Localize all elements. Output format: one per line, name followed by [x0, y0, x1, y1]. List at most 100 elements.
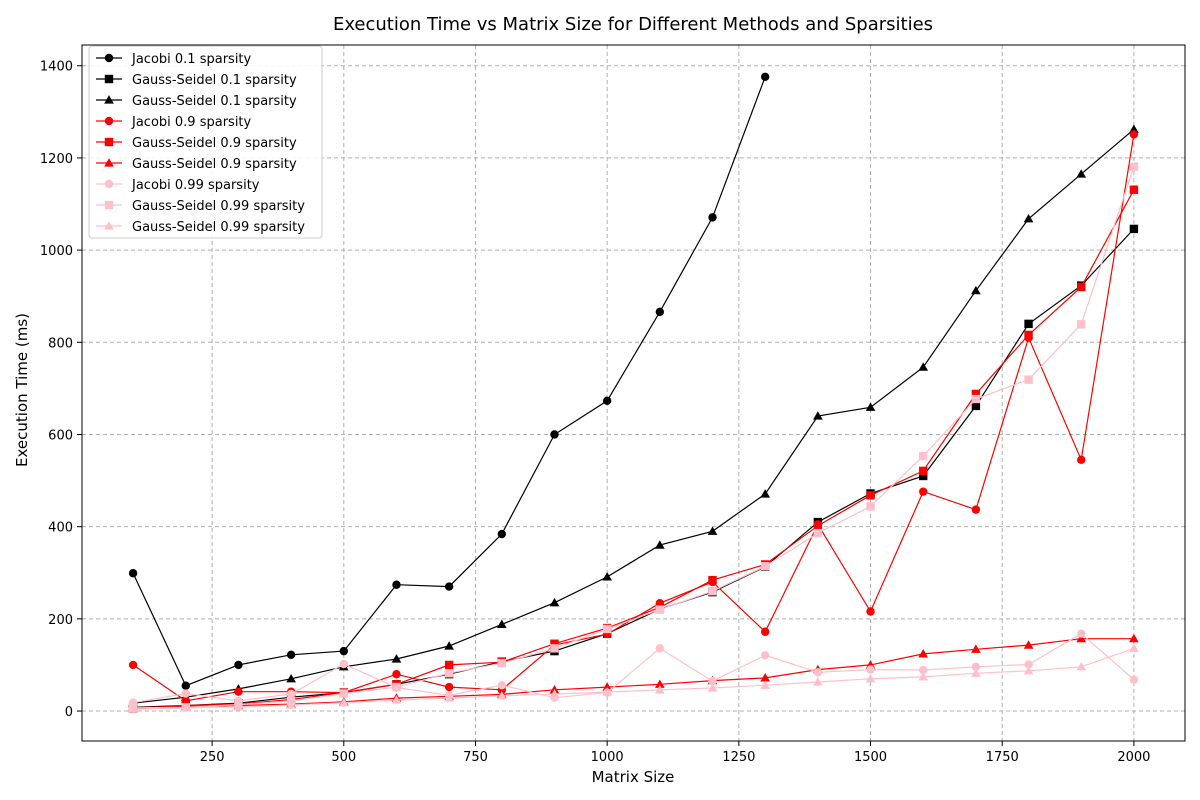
data-point	[338, 697, 349, 707]
series-line	[133, 228, 1135, 708]
data-point	[865, 402, 876, 411]
data-point	[444, 682, 454, 692]
data-point	[392, 580, 401, 589]
data-point	[1129, 643, 1139, 652]
data-point	[496, 690, 507, 700]
series-line	[133, 166, 1135, 709]
series-line	[133, 189, 1135, 710]
legend-item: Gauss-Seidel 0.1 sparsity	[96, 73, 297, 88]
y-tick-label: 1200	[40, 152, 73, 167]
series-line	[133, 638, 1134, 709]
data-point	[919, 451, 928, 461]
data-point	[760, 562, 770, 571]
data-point	[286, 689, 296, 699]
data-point	[181, 681, 190, 690]
legend-item: Jacobi 0.99 sparsity	[96, 178, 260, 193]
data-point	[707, 683, 718, 692]
data-point	[971, 401, 981, 411]
y-axis-title: Execution Time (ms)	[13, 313, 31, 467]
data-point	[392, 682, 401, 692]
data-point	[1077, 282, 1086, 292]
legend-item: Gauss-Seidel 0.99 sparsity	[96, 199, 305, 214]
legend-swatch-marker	[104, 221, 114, 230]
data-point	[1023, 213, 1034, 223]
data-point	[1129, 124, 1139, 133]
legend-swatch-marker	[104, 158, 114, 167]
data-point	[444, 641, 454, 650]
data-point	[1077, 455, 1086, 465]
legend-item: Gauss-Seidel 0.1 sparsity	[96, 94, 297, 109]
data-point	[655, 685, 665, 694]
x-tick-label: 1750	[986, 750, 1019, 765]
data-point	[1129, 224, 1139, 234]
plot-frame	[81, 44, 1186, 742]
legend-label: Gauss-Seidel 0.1 sparsity	[132, 73, 297, 88]
legend-swatch-marker	[104, 179, 114, 189]
data-point	[760, 651, 770, 660]
data-point	[813, 411, 823, 420]
data-point	[655, 605, 665, 614]
data-point	[391, 695, 402, 704]
data-point	[444, 582, 454, 591]
data-point	[708, 213, 717, 222]
data-point	[286, 650, 296, 660]
data-point	[707, 526, 718, 535]
data-point	[602, 624, 612, 634]
series-line	[133, 647, 1135, 710]
data-point	[550, 639, 559, 648]
series-line	[133, 128, 1135, 704]
data-point	[971, 394, 981, 404]
data-point	[549, 597, 560, 607]
data-point	[444, 669, 454, 678]
data-point	[708, 676, 717, 686]
data-point	[971, 644, 981, 653]
data-point	[1129, 675, 1139, 684]
data-point	[1129, 185, 1139, 194]
data-point	[1024, 319, 1033, 329]
data-point	[234, 687, 243, 696]
legend-label: Gauss-Seidel 0.1 sparsity	[132, 94, 297, 109]
data-point	[180, 702, 191, 712]
data-point	[760, 489, 771, 498]
legend-swatch-marker	[104, 200, 114, 210]
x-tick-label: 1500	[854, 750, 887, 765]
legend-swatch-marker	[104, 137, 114, 147]
data-point	[655, 679, 665, 688]
x-axis-title: Matrix Size	[592, 768, 675, 786]
data-point	[1077, 320, 1086, 329]
legend-swatch-marker	[104, 74, 114, 84]
series-1	[128, 224, 1139, 712]
x-tick-label: 250	[200, 750, 225, 765]
data-point	[286, 700, 296, 709]
data-point	[1024, 375, 1033, 384]
data-point	[760, 673, 771, 682]
y-tick-label: 400	[48, 521, 73, 536]
data-point	[181, 689, 190, 698]
data-point	[1023, 666, 1034, 675]
legend-item: Gauss-Seidel 0.99 sparsity	[96, 220, 305, 235]
data-point	[391, 654, 402, 663]
data-point	[497, 529, 507, 539]
data-point	[760, 72, 770, 82]
legend-item: Gauss-Seidel 0.9 sparsity	[96, 136, 297, 151]
y-tick-label: 600	[48, 428, 73, 443]
legend-label: Jacobi 0.99 sparsity	[131, 178, 260, 193]
data-point	[602, 396, 612, 406]
data-point	[339, 659, 348, 669]
data-point	[1024, 330, 1033, 340]
data-point	[1129, 162, 1139, 171]
data-point	[866, 607, 875, 616]
data-point	[1076, 169, 1087, 178]
data-point	[708, 575, 717, 585]
series-8	[128, 643, 1139, 713]
data-point	[233, 702, 244, 711]
data-point	[602, 682, 612, 691]
legend-label: Gauss-Seidel 0.99 sparsity	[132, 199, 305, 214]
legend-swatch-marker	[104, 53, 114, 63]
legend: Jacobi 0.1 sparsity Gauss-Seidel 0.1 spar…	[88, 45, 323, 239]
data-point	[128, 569, 138, 578]
data-point	[1129, 130, 1139, 139]
data-point	[865, 673, 876, 683]
data-point	[550, 430, 559, 439]
data-point	[444, 660, 454, 670]
